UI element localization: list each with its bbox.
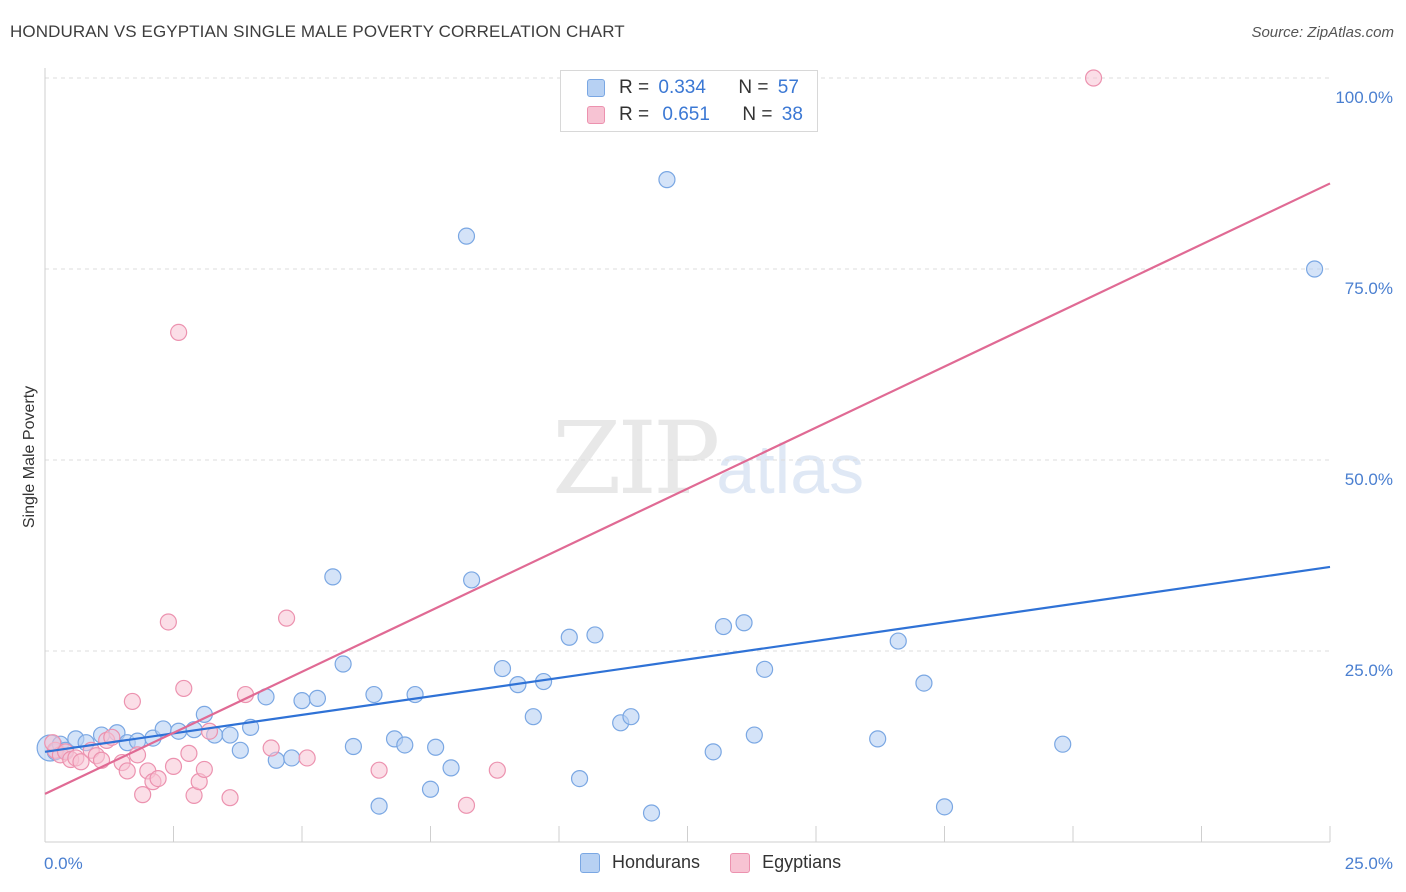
- data-point-hondurans: [493, 659, 512, 678]
- legend-r-value: 0.651: [662, 104, 710, 125]
- y-tick-label: 100.0%: [1335, 88, 1393, 107]
- watermark-atlas: atlas: [716, 430, 865, 508]
- data-point-egyptians: [134, 786, 152, 804]
- legend-n-label: N =: [742, 104, 773, 125]
- data-point-hondurans: [735, 614, 753, 632]
- data-point-hondurans: [463, 571, 481, 589]
- data-point-egyptians: [277, 609, 296, 627]
- data-point-hondurans: [396, 736, 414, 754]
- data-point-hondurans: [586, 626, 604, 644]
- data-point-hondurans: [622, 708, 640, 726]
- data-point-hondurans: [642, 804, 661, 822]
- data-point-hondurans: [714, 617, 733, 636]
- watermark-zip: ZIP: [552, 400, 720, 517]
- data-point-hondurans: [869, 730, 887, 748]
- data-point-hondurans: [704, 743, 722, 761]
- egyptians-points: [44, 69, 1103, 814]
- x-tick-label: 0.0%: [44, 854, 83, 873]
- stats-legend: R = 0.334 N = 57 R = 0.651 N = 38: [560, 70, 818, 132]
- data-point-hondurans: [755, 660, 774, 678]
- y-tick-label: 25.0%: [1345, 661, 1393, 680]
- data-point-egyptians: [164, 757, 183, 775]
- data-point-hondurans: [457, 227, 476, 245]
- source-credit: Source: ZipAtlas.com: [1251, 24, 1394, 41]
- legend-swatch-egyptians: [587, 106, 605, 124]
- legend-n-value: 57: [777, 77, 799, 98]
- data-point-hondurans: [324, 568, 342, 586]
- series-legend: Hondurans Egyptians: [580, 852, 871, 873]
- legend-n-label: N =: [738, 77, 769, 98]
- data-point-egyptians: [298, 749, 316, 767]
- data-point-egyptians: [72, 753, 90, 771]
- data-point-hondurans: [1054, 735, 1072, 753]
- chart-title: HONDURAN VS EGYPTIAN SINGLE MALE POVERTY…: [10, 22, 625, 41]
- legend-r-label: R =: [619, 77, 650, 98]
- data-point-hondurans: [370, 797, 388, 815]
- gridlines: [45, 77, 1330, 652]
- data-point-hondurans: [889, 632, 907, 650]
- y-tick-label: 50.0%: [1345, 470, 1393, 489]
- data-point-hondurans: [560, 628, 578, 646]
- data-point-egyptians: [370, 761, 388, 779]
- trend-line-hondurans: [44, 565, 1331, 753]
- data-point-egyptians: [457, 796, 476, 814]
- data-point-hondurans: [293, 692, 311, 710]
- axes: [44, 68, 1331, 843]
- x-tick-label: 25.0%: [1345, 854, 1393, 873]
- data-point-hondurans: [231, 741, 249, 759]
- data-point-egyptians: [149, 769, 167, 788]
- data-point-hondurans: [570, 769, 589, 788]
- data-point-hondurans: [365, 685, 383, 704]
- data-point-hondurans: [427, 738, 445, 756]
- data-point-egyptians: [44, 734, 62, 752]
- legend-row-hondurans: R = 0.334 N = 57: [587, 76, 799, 100]
- data-point-hondurans: [745, 726, 763, 744]
- data-point-egyptians: [262, 739, 280, 757]
- data-point-hondurans: [935, 798, 954, 816]
- data-point-egyptians: [118, 762, 136, 780]
- data-point-hondurans: [524, 708, 542, 726]
- data-point-egyptians: [221, 789, 239, 807]
- legend-label-egyptians: Egyptians: [762, 852, 842, 872]
- legend-r-value: 0.334: [658, 77, 706, 98]
- data-point-egyptians: [170, 323, 188, 342]
- data-point-hondurans: [308, 689, 327, 707]
- legend-label-hondurans: Hondurans: [612, 852, 701, 872]
- data-point-hondurans: [1305, 260, 1324, 278]
- data-point-hondurans: [421, 780, 440, 798]
- data-point-egyptians: [488, 761, 506, 779]
- legend-item-egyptians: Egyptians: [730, 852, 841, 873]
- data-point-hondurans: [442, 759, 460, 777]
- legend-swatch-hondurans: [580, 852, 600, 873]
- legend-item-hondurans: Hondurans: [580, 852, 700, 873]
- trend-lines: [44, 182, 1331, 795]
- data-point-egyptians: [175, 679, 193, 698]
- data-point-hondurans: [658, 171, 676, 189]
- legend-r-label: R =: [619, 104, 650, 125]
- data-point-hondurans: [221, 726, 239, 744]
- data-point-egyptians: [159, 613, 177, 631]
- y-tick-label: 75.0%: [1345, 279, 1393, 298]
- data-point-hondurans: [334, 655, 352, 673]
- data-point-egyptians: [180, 744, 198, 762]
- data-point-egyptians: [200, 722, 219, 740]
- data-point-hondurans: [915, 674, 933, 692]
- legend-n-value: 38: [781, 104, 803, 125]
- watermark: ZIPatlas: [552, 400, 864, 517]
- data-point-hondurans: [283, 749, 301, 767]
- legend-swatch-egyptians: [730, 852, 751, 873]
- data-point-egyptians: [123, 692, 141, 711]
- data-point-hondurans: [344, 737, 362, 756]
- tick-labels: 25.0% 50.0% 75.0% 100.0% 0.0% 25.0%: [44, 88, 1393, 873]
- legend-row-egyptians: R = 0.651 N = 38: [587, 103, 803, 127]
- data-point-egyptians: [1084, 69, 1103, 87]
- legend-swatch-hondurans: [587, 79, 605, 97]
- trend-line-egyptians: [44, 182, 1331, 795]
- data-point-egyptians: [195, 760, 213, 779]
- y-axis-label: Single Male Poverty: [21, 386, 38, 528]
